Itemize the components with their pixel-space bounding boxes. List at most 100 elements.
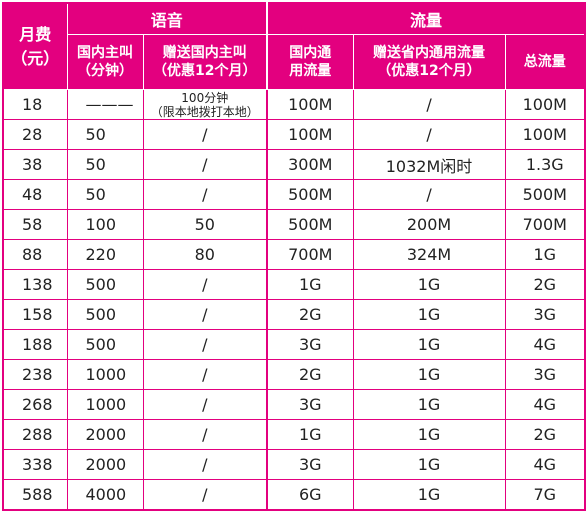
- fee-cell: 268: [2, 389, 68, 420]
- fee-cell: 338: [2, 449, 68, 480]
- total-data-cell: 500M: [504, 179, 586, 210]
- domestic-data-cell: 2G: [266, 299, 354, 330]
- bonus-voice-cell: 80: [142, 239, 268, 270]
- total-data-cell: 2G: [504, 269, 586, 300]
- domestic-voice-header-line2: （分钟）: [77, 63, 133, 79]
- domestic-data-cell: 6G: [266, 479, 354, 511]
- bonus-voice-cell: 50: [142, 209, 268, 240]
- bonus-voice-line2: （限本地拨打本地）: [150, 104, 259, 119]
- monthly-fee-header-line2: （元）: [11, 48, 60, 68]
- bonus-voice-line1: 100分钟: [181, 90, 229, 105]
- domestic-voice-header: 国内主叫 （分钟）: [66, 34, 144, 90]
- fee-cell: 18: [2, 89, 68, 120]
- domestic-data-cell: 500M: [266, 179, 354, 210]
- table-row: 268 1000 / 3G 1G 4G: [2, 389, 586, 420]
- table-row: 38 50 / 300M 1032M闲时 1.3G: [2, 149, 586, 180]
- domestic-voice-cell: ———: [66, 89, 144, 120]
- table-row: 18 ——— 100分钟 （限本地拨打本地） 100M / 100M: [2, 89, 586, 120]
- bonus-data-header-line1: 赠送省内通用流量: [373, 45, 486, 61]
- fee-cell: 288: [2, 419, 68, 450]
- table-row: 188 500 / 3G 1G 4G: [2, 329, 586, 360]
- total-data-cell: 4G: [504, 449, 586, 480]
- table-row: 48 50 / 500M / 500M: [2, 179, 586, 210]
- fee-cell: 48: [2, 179, 68, 210]
- bonus-data-cell: 1G: [352, 329, 506, 360]
- bonus-voice-header: 赠送国内主叫 （优惠12个月）: [142, 34, 268, 90]
- bonus-data-cell: 1G: [352, 269, 506, 300]
- table-row: 238 1000 / 2G 1G 3G: [2, 359, 586, 390]
- table-body: 18 ——— 100分钟 （限本地拨打本地） 100M / 100M 28 50…: [2, 89, 586, 511]
- domestic-voice-header-line1: 国内主叫: [77, 45, 133, 61]
- total-data-cell: 2G: [504, 419, 586, 450]
- domestic-data-cell: 100M: [266, 119, 354, 150]
- bonus-voice-cell: /: [142, 299, 268, 330]
- table-row: 338 2000 / 3G 1G 4G: [2, 449, 586, 480]
- bonus-voice-cell: /: [142, 149, 268, 180]
- domestic-voice-cell: 500: [66, 299, 144, 330]
- total-data-cell: 100M: [504, 89, 586, 120]
- domestic-data-cell: 3G: [266, 329, 354, 360]
- bonus-data-cell: /: [352, 179, 506, 210]
- bonus-voice-header-line1: 赠送国内主叫: [162, 45, 247, 61]
- bonus-voice-cell: /: [142, 119, 268, 150]
- monthly-fee-header: 月费 （元）: [2, 2, 68, 90]
- bonus-voice-cell: /: [142, 359, 268, 390]
- domestic-voice-cell: 50: [66, 149, 144, 180]
- total-data-cell: 3G: [504, 299, 586, 330]
- bonus-voice-cell: /: [142, 329, 268, 360]
- bonus-data-cell: 1G: [352, 389, 506, 420]
- bonus-data-cell: 1G: [352, 359, 506, 390]
- total-data-cell: 4G: [504, 329, 586, 360]
- domestic-data-cell: 500M: [266, 209, 354, 240]
- fee-cell: 238: [2, 359, 68, 390]
- domestic-data-cell: 2G: [266, 359, 354, 390]
- table-row: 138 500 / 1G 1G 2G: [2, 269, 586, 300]
- total-data-cell: 7G: [504, 479, 586, 511]
- domestic-voice-cell: 1000: [66, 359, 144, 390]
- bonus-voice-cell: /: [142, 449, 268, 480]
- total-data-cell: 700M: [504, 209, 586, 240]
- table-row: 88 220 80 700M 324M 1G: [2, 239, 586, 270]
- bonus-voice-cell: /: [142, 419, 268, 450]
- domestic-voice-cell: 50: [66, 179, 144, 210]
- bonus-voice-cell: /: [142, 389, 268, 420]
- monthly-fee-header-line1: 月费: [19, 24, 52, 44]
- table-row: 28 50 / 100M / 100M: [2, 119, 586, 150]
- domestic-voice-cell: 1000: [66, 389, 144, 420]
- header-sub-row: 国内主叫 （分钟） 赠送国内主叫 （优惠12个月） 国内通 用流量 赠送省内通用…: [3, 34, 586, 90]
- fee-cell: 138: [2, 269, 68, 300]
- domestic-data-cell: 300M: [266, 149, 354, 180]
- domestic-data-header-line2: 用流量: [289, 63, 332, 79]
- bonus-voice-cell: /: [142, 269, 268, 300]
- domestic-voice-cell: 2000: [66, 419, 144, 450]
- domestic-voice-cell: 2000: [66, 449, 144, 480]
- fee-cell: 58: [2, 209, 68, 240]
- total-data-cell: 3G: [504, 359, 586, 390]
- fee-cell: 588: [2, 479, 68, 511]
- bonus-data-cell: 200M: [352, 209, 506, 240]
- domestic-data-cell: 3G: [266, 449, 354, 480]
- bonus-data-cell: 324M: [352, 239, 506, 270]
- total-data-header: 总流量: [504, 34, 586, 90]
- bonus-voice-cell: /: [142, 179, 268, 210]
- bonus-data-cell: /: [352, 119, 506, 150]
- bonus-data-cell: 1G: [352, 449, 506, 480]
- table-row: 588 4000 / 6G 1G 7G: [2, 479, 586, 511]
- data-group-header: 流量: [266, 2, 586, 35]
- total-data-cell: 1G: [504, 239, 586, 270]
- fee-cell: 158: [2, 299, 68, 330]
- bonus-voice-header-line2: （优惠12个月）: [153, 63, 257, 79]
- bonus-data-cell: /: [352, 89, 506, 120]
- domestic-voice-cell: 50: [66, 119, 144, 150]
- bonus-data-cell: 1G: [352, 419, 506, 450]
- domestic-data-header: 国内通 用流量: [266, 34, 354, 90]
- domestic-voice-cell: 500: [66, 269, 144, 300]
- voice-group-header: 语音: [66, 2, 268, 35]
- domestic-data-cell: 100M: [266, 89, 354, 120]
- bonus-data-cell: 1G: [352, 479, 506, 511]
- plan-pricing-table: 月费 （元） 语音 流量 国内主叫 （分钟） 赠送国内主叫 （优惠12个月） 国…: [2, 2, 586, 511]
- fee-cell: 188: [2, 329, 68, 360]
- table-row: 158 500 / 2G 1G 3G: [2, 299, 586, 330]
- domestic-data-cell: 1G: [266, 419, 354, 450]
- domestic-voice-cell: 220: [66, 239, 144, 270]
